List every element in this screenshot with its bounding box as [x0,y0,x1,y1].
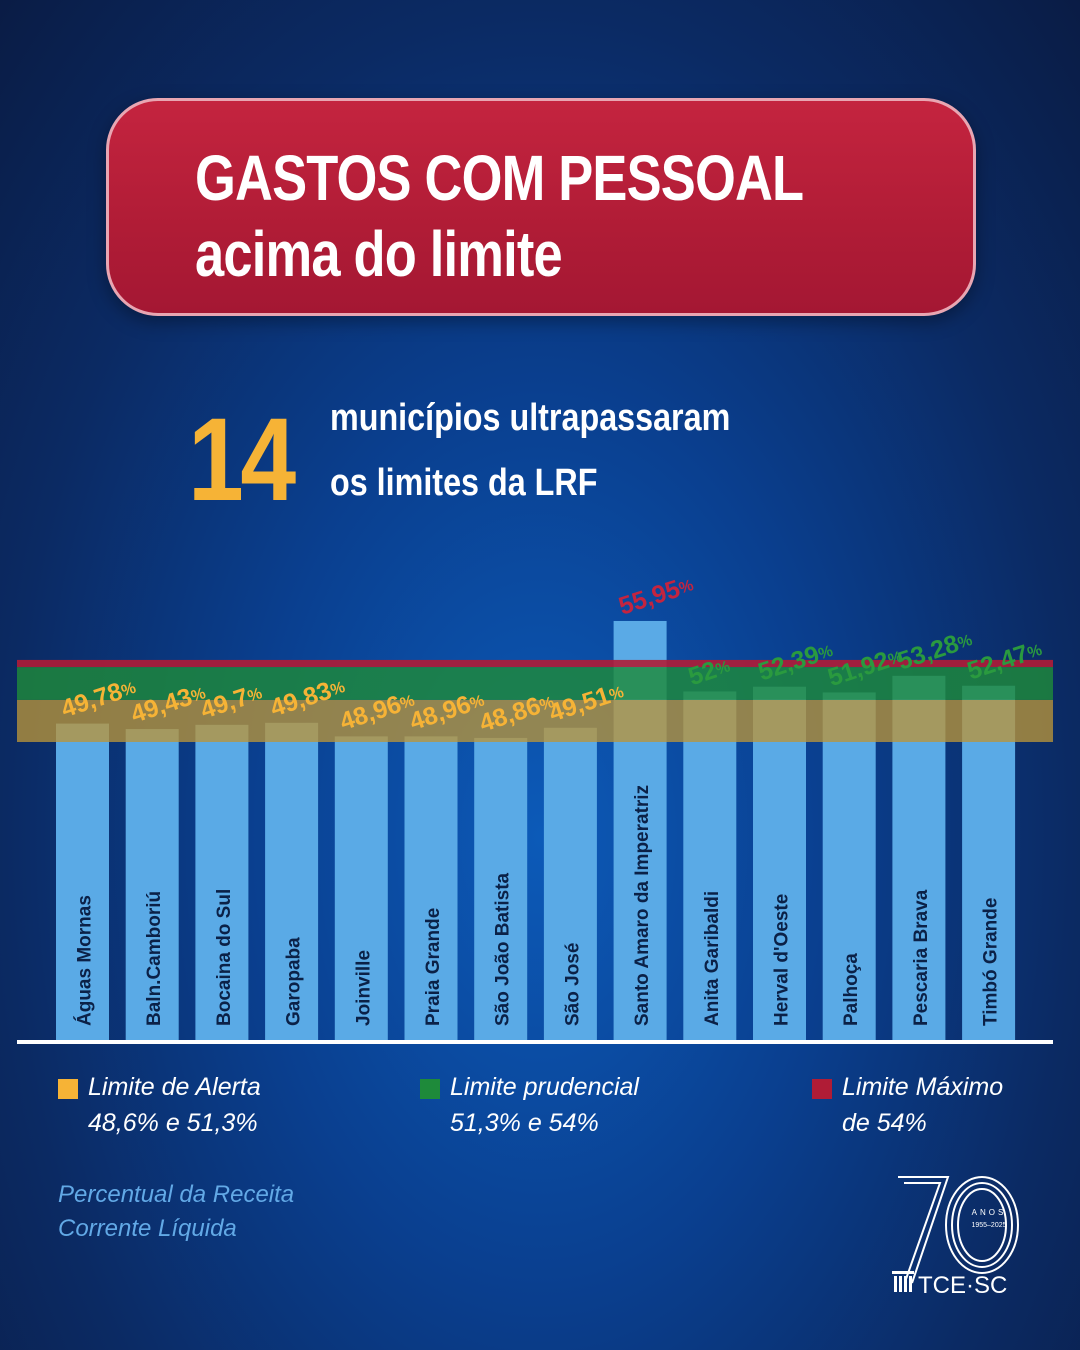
value-label: 55,95% [615,570,697,620]
legend-alert-range: 48,6% e 51,3% [88,1109,258,1137]
municipality-count: 14 [188,394,296,526]
note-line-2: Corrente Líquida [58,1215,237,1242]
legend-alert-label: Limite de Alerta [88,1073,261,1101]
bar [195,724,249,1040]
title-banner: GASTOS COM PESSOAL acima do limite [106,98,976,316]
band-alert [17,699,1053,742]
legend-maximum-swatch [812,1079,832,1099]
value-label: 52% [685,652,734,692]
bar [334,736,388,1040]
category-label: Pescaria Brava [911,889,932,1026]
subtitle-line-2: os limites da LRF [330,462,598,504]
category-label: Baln.Camboriú [144,891,165,1026]
legend-alert-swatch [58,1079,78,1099]
legend-prudential-range: 51,3% e 54% [450,1109,599,1137]
logo-years: 1955–2025 [971,1222,1006,1229]
category-label: Herval d'Oeste [772,894,793,1026]
title-line-2: acima do limite [195,218,563,290]
category-label: Palhoça [841,953,862,1026]
category-label: Joinville [353,950,374,1026]
band-maximum [17,659,1053,668]
category-label: Garopaba [284,937,305,1026]
bar [822,692,876,1040]
logo-columns-icon [892,1271,914,1292]
band-prudential [17,667,1053,700]
category-label: Timbó Grande [981,898,1002,1026]
subtitle-line-1: municípios ultrapassaram [330,397,731,439]
category-label: Bocaina do Sul [214,889,235,1026]
note-line-1: Percentual da Receita [58,1181,295,1208]
logo-anos: ANOS [972,1208,1007,1217]
category-label: Águas Mornas [74,895,96,1026]
category-label: São José [562,943,583,1026]
legend-prudential-swatch [420,1079,440,1099]
category-label: Praia Grande [423,908,444,1026]
title-line-1: GASTOS COM PESSOAL [195,142,804,214]
bar [962,685,1016,1040]
bar [265,722,319,1040]
bar [474,737,528,1040]
bar [753,686,806,1040]
legend-maximum-range: de 54% [842,1109,927,1137]
bar [56,723,109,1040]
bar [683,691,737,1040]
bar [543,727,597,1040]
logo-seven-outline [898,1176,950,1284]
legend-maximum-label: Limite Máximo [842,1073,1004,1101]
bar [125,729,179,1040]
logo-zero-outline [945,1176,1019,1274]
category-label: Anita Garibaldi [702,891,723,1026]
tce-sc-70-years-logo: ANOS 1955–2025 TCE·SC [892,1176,1019,1299]
category-label: Santo Amaro da Imperatriz [632,785,653,1026]
x-axis-line [17,1040,1053,1044]
bar [404,736,458,1040]
legend-prudential-label: Limite prudencial [450,1073,639,1101]
logo-org: TCE·SC [918,1272,1007,1299]
category-label: São João Batista [493,872,514,1026]
